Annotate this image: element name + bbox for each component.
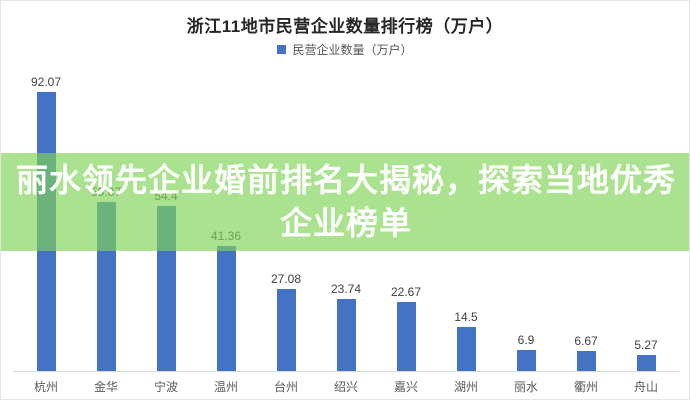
bar-value-label: 14.5	[454, 310, 478, 324]
x-axis-label: 金华	[93, 380, 118, 394]
chart-bar-5	[276, 289, 296, 371]
x-axis-label: 杭州	[33, 380, 58, 394]
chart-title: 浙江11地市民营企业数量排行榜（万户）	[186, 17, 504, 36]
banner-line-2: 企业榜单	[279, 205, 412, 241]
bar-value-label: 23.74	[330, 282, 362, 296]
x-axis-line	[13, 371, 679, 372]
bar-value-label: 6.67	[574, 334, 598, 348]
x-axis-label: 嘉兴	[393, 380, 418, 394]
bar-value-label: 6.9	[517, 333, 535, 347]
legend: 民营企业数量（万户）	[1, 41, 689, 58]
x-axis-label: 温州	[213, 380, 238, 394]
chart-bar-9	[516, 350, 536, 371]
bar-value-label: 27.08	[270, 272, 302, 286]
chart-bar-11	[636, 355, 656, 371]
chart-bar-7	[396, 302, 416, 371]
x-axis-label: 宁波	[153, 380, 178, 394]
chart-bar-6	[336, 299, 356, 371]
x-axis-label: 绍兴	[333, 380, 358, 394]
x-axis-label: 丽水	[513, 380, 538, 394]
chart-bar-4	[216, 246, 236, 371]
chart-bar-8	[456, 327, 476, 371]
chart-bar-10	[576, 351, 596, 371]
x-axis-label: 衢州	[573, 380, 598, 394]
legend-label: 民营企业数量（万户）	[292, 43, 413, 57]
x-axis-label: 舟山	[633, 380, 658, 394]
headline-banner-overlay: 丽水领先企业婚前排名大揭秘，探索当地优秀 企业榜单	[1, 153, 689, 251]
banner-headline: 丽水领先企业婚前排名大揭秘，探索当地优秀 企业榜单	[1, 153, 689, 251]
x-axis-label: 湖州	[453, 380, 478, 394]
bar-value-label: 22.67	[390, 285, 422, 299]
legend-swatch-icon	[277, 45, 287, 54]
bar-value-label: 92.07	[30, 75, 62, 89]
x-axis-label: 台州	[273, 380, 298, 394]
bar-value-label: 5.27	[634, 338, 658, 352]
banner-line-1: 丽水领先企业婚前排名大揭秘，探索当地优秀	[15, 162, 676, 198]
